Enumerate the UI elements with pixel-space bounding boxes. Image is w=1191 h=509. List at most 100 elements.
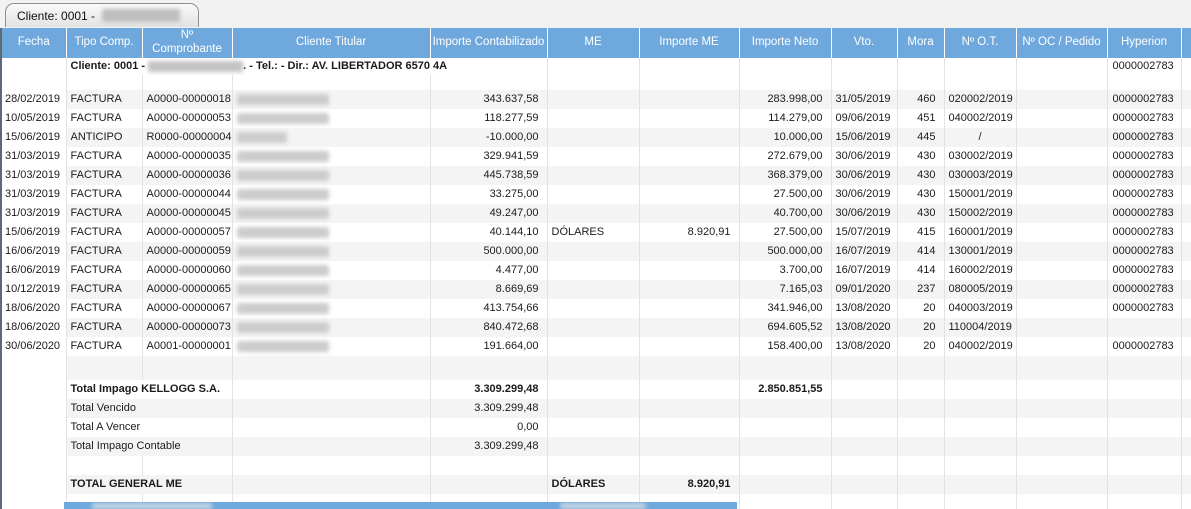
cell-hyperion: 0000002783 — [1107, 147, 1182, 166]
cell-me — [547, 90, 640, 109]
client-tab[interactable]: Cliente: 0001 - — [5, 3, 200, 27]
cell-empty — [1016, 58, 1108, 75]
total-vencido-row[interactable]: Total Vencido 3.309.299,48 — [2, 399, 1191, 418]
cell-importe-me — [639, 242, 740, 261]
cell-empty — [739, 399, 832, 418]
cell-empty — [1181, 475, 1191, 494]
cell-importe-neto: 27.500,00 — [739, 223, 832, 242]
client-name-redaction — [102, 9, 181, 22]
invoice-row[interactable]: 31/03/2019 FACTURA A0000-00000045 49.247… — [2, 204, 1191, 223]
invoice-row[interactable]: 18/06/2020 FACTURA A0000-00000067 413.75… — [2, 299, 1191, 318]
cell-empty — [739, 356, 832, 380]
col-header-me[interactable]: ME — [547, 28, 640, 58]
cell-importe-me — [639, 299, 740, 318]
cell-importe-neto: 27.500,00 — [739, 185, 832, 204]
cell-tipo-comp: FACTURA — [66, 166, 143, 185]
titular-redaction — [236, 264, 329, 276]
cell-empty — [1016, 356, 1108, 380]
cell-empty — [142, 75, 233, 90]
cell-nro-oc-pedido — [1016, 185, 1108, 204]
total-a-vencer-row[interactable]: Total A Vencer 0,00 — [2, 418, 1191, 437]
cell-empty — [430, 75, 548, 90]
invoice-row[interactable]: 10/12/2019 FACTURA A0000-00000065 8.669,… — [2, 280, 1191, 299]
cell-empty — [1181, 280, 1191, 299]
cell-hyperion: 0000002783 — [1107, 90, 1182, 109]
cell-mora: 451 — [897, 109, 945, 128]
total-impago-contable-row[interactable]: Total Impago Contable 3.309.299,48 — [2, 437, 1191, 456]
cell-cliente-titular — [232, 261, 431, 280]
invoice-row[interactable]: 28/02/2019 FACTURA A0000-00000018 343.63… — [2, 90, 1191, 109]
cell-empty — [944, 475, 1017, 494]
cell-empty — [897, 437, 945, 456]
col-header-vto[interactable]: Vto. — [831, 28, 898, 58]
cell-nro-oc-pedido — [1016, 280, 1108, 299]
cell-empty — [1016, 380, 1108, 399]
invoice-row[interactable]: 15/06/2019 FACTURA A0000-00000057 40.144… — [2, 223, 1191, 242]
col-header-nro-ot[interactable]: Nº O.T. — [944, 28, 1017, 58]
next-group-row-partial[interactable] — [64, 502, 737, 509]
cell-empty — [1181, 437, 1191, 456]
cell-importe-contabilizado: 500.000,00 — [430, 242, 548, 261]
titular-redaction — [236, 112, 329, 124]
cell-me — [547, 299, 640, 318]
cell-importe-neto: 500.000,00 — [739, 242, 832, 261]
invoice-row[interactable]: 16/06/2019 FACTURA A0000-00000060 4.477,… — [2, 261, 1191, 280]
cell-empty — [1016, 418, 1108, 437]
cell-nro-ot: 110004/2019 — [944, 318, 1017, 337]
invoice-row[interactable]: 31/03/2019 FACTURA A0000-00000044 33.275… — [2, 185, 1191, 204]
cell-hyperion: 0000002783 — [1107, 166, 1182, 185]
client-info-prefix: Cliente: 0001 - — [70, 60, 146, 72]
invoice-row[interactable]: 31/03/2019 FACTURA A0000-00000036 445.73… — [2, 166, 1191, 185]
cell-nro-comprobante: A0000-00000059 — [142, 242, 233, 261]
col-header-tipo-comp[interactable]: Tipo Comp. — [66, 28, 143, 58]
col-header-importe-neto[interactable]: Importe Neto — [739, 28, 832, 58]
cell-nro-oc-pedido — [1016, 242, 1108, 261]
cell-cliente-titular — [232, 90, 431, 109]
cell-hyperion: 0000002783 — [1107, 337, 1182, 356]
total-general-me-row[interactable]: TOTAL GENERAL ME DÓLARES 8.920,91 — [2, 475, 1191, 494]
cell-tipo-comp: FACTURA — [66, 204, 143, 223]
invoice-row[interactable]: 16/06/2019 FACTURA A0000-00000059 500.00… — [2, 242, 1191, 261]
col-header-fecha[interactable]: Fecha — [2, 28, 67, 58]
redaction-smudge — [92, 503, 212, 509]
col-header-importe-contabilizado[interactable]: Importe Contabilizado — [430, 28, 548, 58]
cell-empty — [547, 399, 640, 418]
invoice-row[interactable]: 18/06/2020 FACTURA A0000-00000073 840.47… — [2, 318, 1191, 337]
cell-empty — [944, 456, 1017, 475]
cell-importe-me — [639, 280, 740, 299]
client-info-cell: Cliente: 0001 - . - Tel.: - Dir.: AV. LI… — [66, 58, 548, 75]
cell-empty — [1016, 437, 1108, 456]
total-importe-neto: 2.850.851,55 — [739, 380, 832, 399]
col-header-mora[interactable]: Mora — [897, 28, 945, 58]
cell-empty — [944, 437, 1017, 456]
cell-importe-me — [639, 166, 740, 185]
cell-mora: 414 — [897, 261, 945, 280]
col-header-importe-me[interactable]: Importe ME — [639, 28, 740, 58]
total-impago-row[interactable]: Total Impago KELLOGG S.A. 3.309.299,48 2… — [2, 380, 1191, 399]
cell-empty — [1181, 185, 1191, 204]
cell-empty — [66, 356, 143, 380]
spacer-row — [2, 356, 1191, 380]
cell-empty — [1107, 75, 1182, 90]
invoice-row[interactable]: 30/06/2020 FACTURA A0001-00000001 191.66… — [2, 337, 1191, 356]
cell-hyperion: 0000002783 — [1107, 128, 1182, 147]
cell-nro-comprobante: A0000-00000036 — [142, 166, 233, 185]
invoice-row[interactable]: 31/03/2019 FACTURA A0000-00000035 329.94… — [2, 147, 1191, 166]
col-header-hyperion[interactable]: Hyperion — [1107, 28, 1182, 58]
invoice-row[interactable]: 15/06/2019 ANTICIPO R0000-00000004 -10.0… — [2, 128, 1191, 147]
cell-importe-contabilizado: 4.477,00 — [430, 261, 548, 280]
cell-empty — [430, 475, 548, 494]
col-header-nro-oc-pedido[interactable]: Nº OC / Pedido — [1016, 28, 1108, 58]
cell-me — [547, 261, 640, 280]
client-info-row[interactable]: Cliente: 0001 - . - Tel.: - Dir.: AV. LI… — [2, 58, 1191, 75]
cell-vto: 15/07/2019 — [831, 223, 898, 242]
invoice-row[interactable]: 10/05/2019 FACTURA A0000-00000053 118.27… — [2, 109, 1191, 128]
invoice-rows: 28/02/2019 FACTURA A0000-00000018 343.63… — [2, 90, 1191, 356]
total-general-importe-me: 8.920,91 — [639, 475, 740, 494]
cell-empty — [897, 399, 945, 418]
col-header-cliente-titular[interactable]: Cliente Titular — [232, 28, 431, 58]
col-header-nro-comprobante[interactable]: Nº Comprobante — [142, 28, 233, 58]
cell-nro-comprobante: A0000-00000045 — [142, 204, 233, 223]
cell-empty — [739, 437, 832, 456]
cell-empty — [1107, 380, 1182, 399]
